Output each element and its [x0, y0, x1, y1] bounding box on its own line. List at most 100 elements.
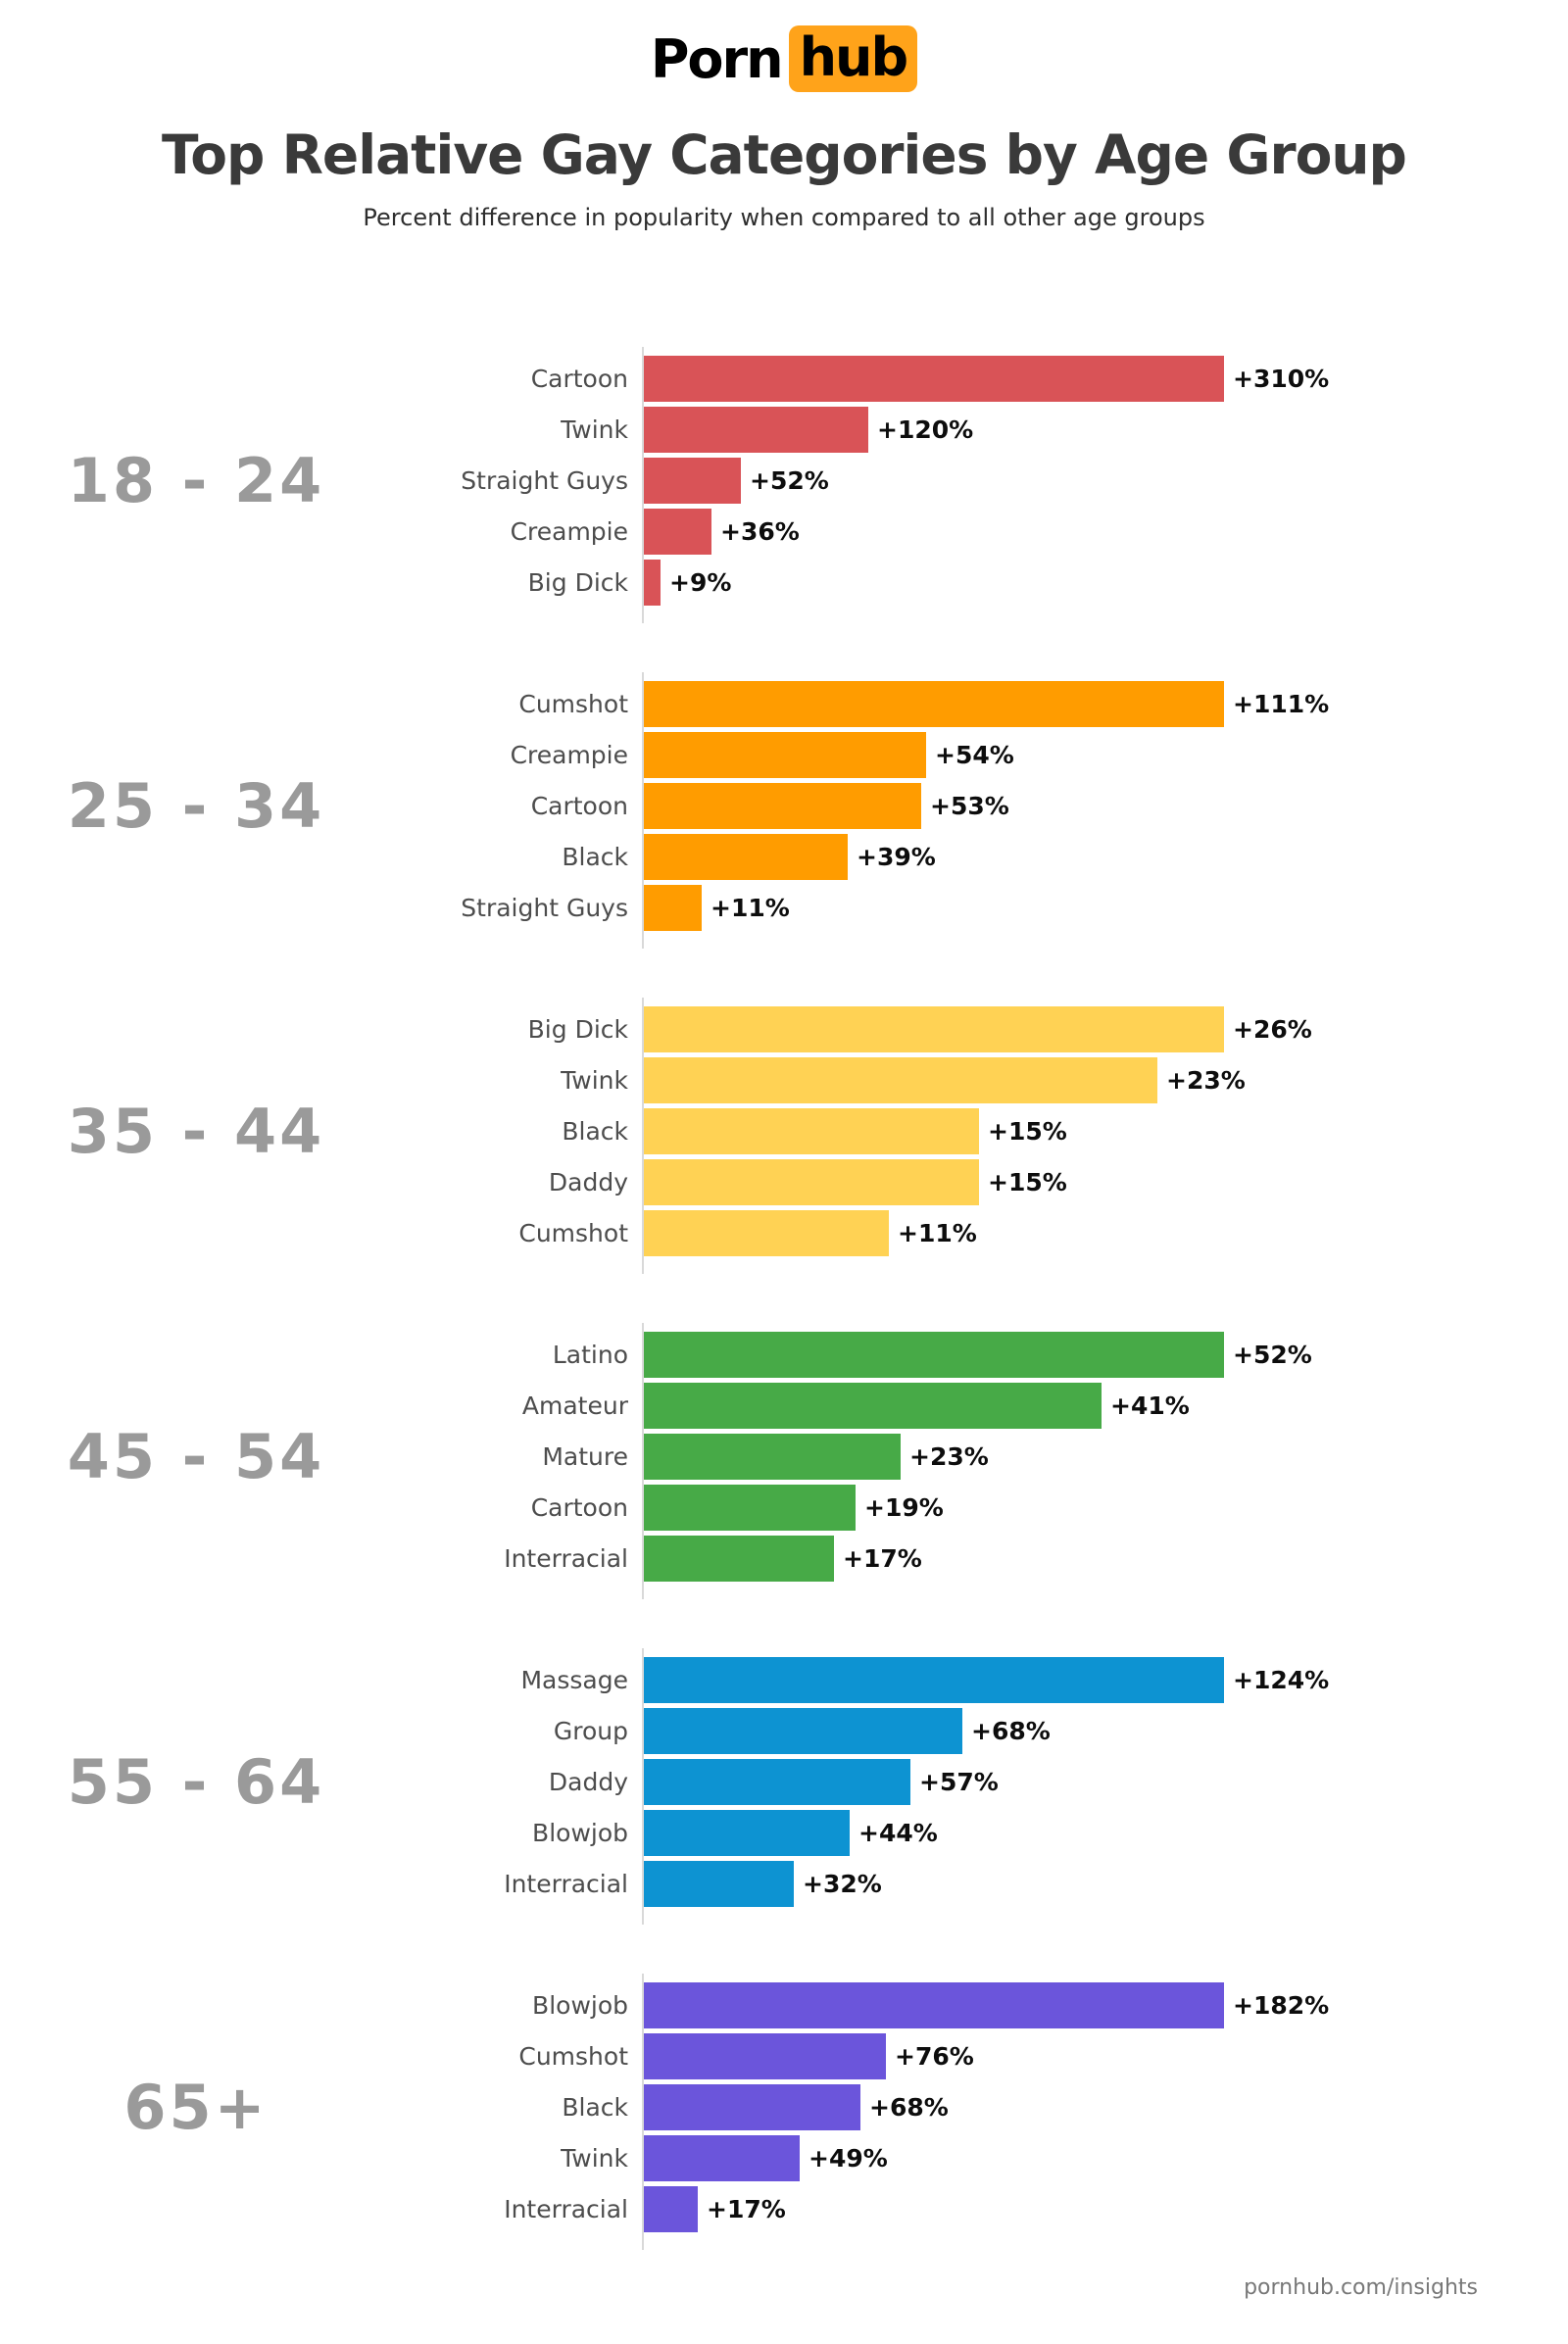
bar-row: Cartoon +310% [392, 353, 1568, 404]
footer-credit: pornhub.com/insights [1244, 2275, 1478, 2300]
age-group-section: 55 - 64 Massage +124% Group +68% Daddy +… [0, 1619, 1568, 1944]
bar [644, 1433, 901, 1480]
bar [644, 1707, 962, 1754]
bar [644, 680, 1224, 727]
value-label: +68% [971, 1716, 1051, 1745]
age-group-section: 25 - 34 Cumshot +111% Creampie +54% Cart… [0, 643, 1568, 968]
bar [644, 731, 926, 778]
category-label: Daddy [548, 1167, 628, 1196]
bar [644, 1981, 1224, 2028]
group-chart: Massage +124% Group +68% Daddy +57% Blow… [392, 1648, 1568, 1925]
age-group-label: 25 - 34 [67, 769, 325, 842]
group-chart: Latino +52% Amateur +41% Mature +23% Car… [392, 1323, 1568, 1599]
value-label: +310% [1233, 364, 1330, 393]
value-label: +53% [930, 791, 1009, 820]
bar [644, 2185, 698, 2232]
group-rows: Massage +124% Group +68% Daddy +57% Blow… [392, 1654, 1568, 1909]
value-label: +11% [710, 893, 790, 922]
category-label: Black [562, 1116, 628, 1146]
bar-row: Cumshot +76% [392, 2030, 1568, 2081]
value-label: +23% [1166, 1065, 1246, 1095]
bar-line: +36% [644, 506, 1568, 557]
group-chart: Blowjob +182% Cumshot +76% Black +68% Tw… [392, 1974, 1568, 2250]
category-label: Cumshot [518, 689, 628, 718]
age-group-label: 18 - 24 [67, 444, 325, 516]
value-label: +17% [707, 2194, 786, 2223]
bar-row: Daddy +57% [392, 1756, 1568, 1807]
bar-row: Interracial +32% [392, 1858, 1568, 1909]
bar-row: Creampie +36% [392, 506, 1568, 557]
bar [644, 1484, 856, 1531]
bar-line: +11% [644, 1207, 1568, 1258]
value-label: +32% [803, 1869, 882, 1898]
category-label: Black [562, 2092, 628, 2122]
category-label: Interracial [504, 1543, 628, 1573]
group-rows: Cartoon +310% Twink +120% Straight Guys … [392, 353, 1568, 608]
category-label: Cumshot [518, 2041, 628, 2071]
age-group-label: 55 - 64 [67, 1745, 325, 1818]
bar-row: Big Dick +9% [392, 557, 1568, 608]
category-label: Group [553, 1716, 628, 1745]
bar-row: Cumshot +111% [392, 678, 1568, 729]
bar [644, 782, 921, 829]
category-label: Twink [561, 2143, 628, 2173]
bar [644, 2032, 886, 2079]
category-label: Mature [542, 1441, 628, 1471]
category-label: Cartoon [530, 1492, 628, 1522]
bar-line: +17% [644, 2183, 1568, 2234]
category-label: Interracial [504, 2194, 628, 2223]
bar [644, 1382, 1102, 1429]
bar [644, 406, 868, 453]
bar [644, 2134, 800, 2181]
bar-row: Straight Guys +52% [392, 455, 1568, 506]
bar-row: Black +68% [392, 2081, 1568, 2132]
category-label: Blowjob [532, 1818, 628, 1847]
bar-row: Blowjob +44% [392, 1807, 1568, 1858]
group-rows: Blowjob +182% Cumshot +76% Black +68% Tw… [392, 1979, 1568, 2234]
bar-row: Black +15% [392, 1105, 1568, 1156]
axis-line [642, 1648, 644, 1925]
bar-line: +39% [644, 831, 1568, 882]
value-label: +57% [919, 1767, 999, 1796]
axis-line [642, 1974, 644, 2250]
axis-line [642, 347, 644, 623]
category-label: Big Dick [527, 567, 628, 597]
value-label: +111% [1233, 689, 1330, 718]
bar-row: Twink +120% [392, 404, 1568, 455]
bar-row: Mature +23% [392, 1431, 1568, 1482]
bar-line: +23% [644, 1431, 1568, 1482]
category-label: Massage [520, 1665, 628, 1694]
bar [644, 1809, 850, 1856]
value-label: +11% [898, 1218, 977, 1247]
bar [644, 2083, 860, 2130]
page-title: Top Relative Gay Categories by Age Group [162, 123, 1407, 186]
bar-line: +11% [644, 882, 1568, 933]
bar-line: +52% [644, 455, 1568, 506]
bar-line: +68% [644, 2081, 1568, 2132]
bar [644, 884, 702, 931]
bar [644, 1056, 1157, 1103]
bar-row: Straight Guys +11% [392, 882, 1568, 933]
bar-row: Latino +52% [392, 1329, 1568, 1380]
value-label: +76% [895, 2041, 974, 2071]
value-label: +49% [808, 2143, 888, 2173]
group-chart: Cumshot +111% Creampie +54% Cartoon +53%… [392, 672, 1568, 949]
category-label: Interracial [504, 1869, 628, 1898]
value-label: +19% [864, 1492, 944, 1522]
category-label: Straight Guys [461, 465, 628, 495]
age-group-section: 35 - 44 Big Dick +26% Twink +23% Black +… [0, 968, 1568, 1294]
axis-line [642, 1323, 644, 1599]
bar-line: +111% [644, 678, 1568, 729]
category-label: Straight Guys [461, 893, 628, 922]
value-label: +124% [1233, 1665, 1330, 1694]
category-label: Amateur [521, 1391, 628, 1420]
bar-row: Blowjob +182% [392, 1979, 1568, 2030]
value-label: +44% [858, 1818, 938, 1847]
age-group-section: 45 - 54 Latino +52% Amateur +41% Mature … [0, 1294, 1568, 1619]
value-label: +54% [935, 740, 1014, 769]
bar [644, 1005, 1224, 1052]
bar [644, 1860, 794, 1907]
bar-line: +41% [644, 1380, 1568, 1431]
value-label: +52% [750, 465, 829, 495]
bar-line: +32% [644, 1858, 1568, 1909]
